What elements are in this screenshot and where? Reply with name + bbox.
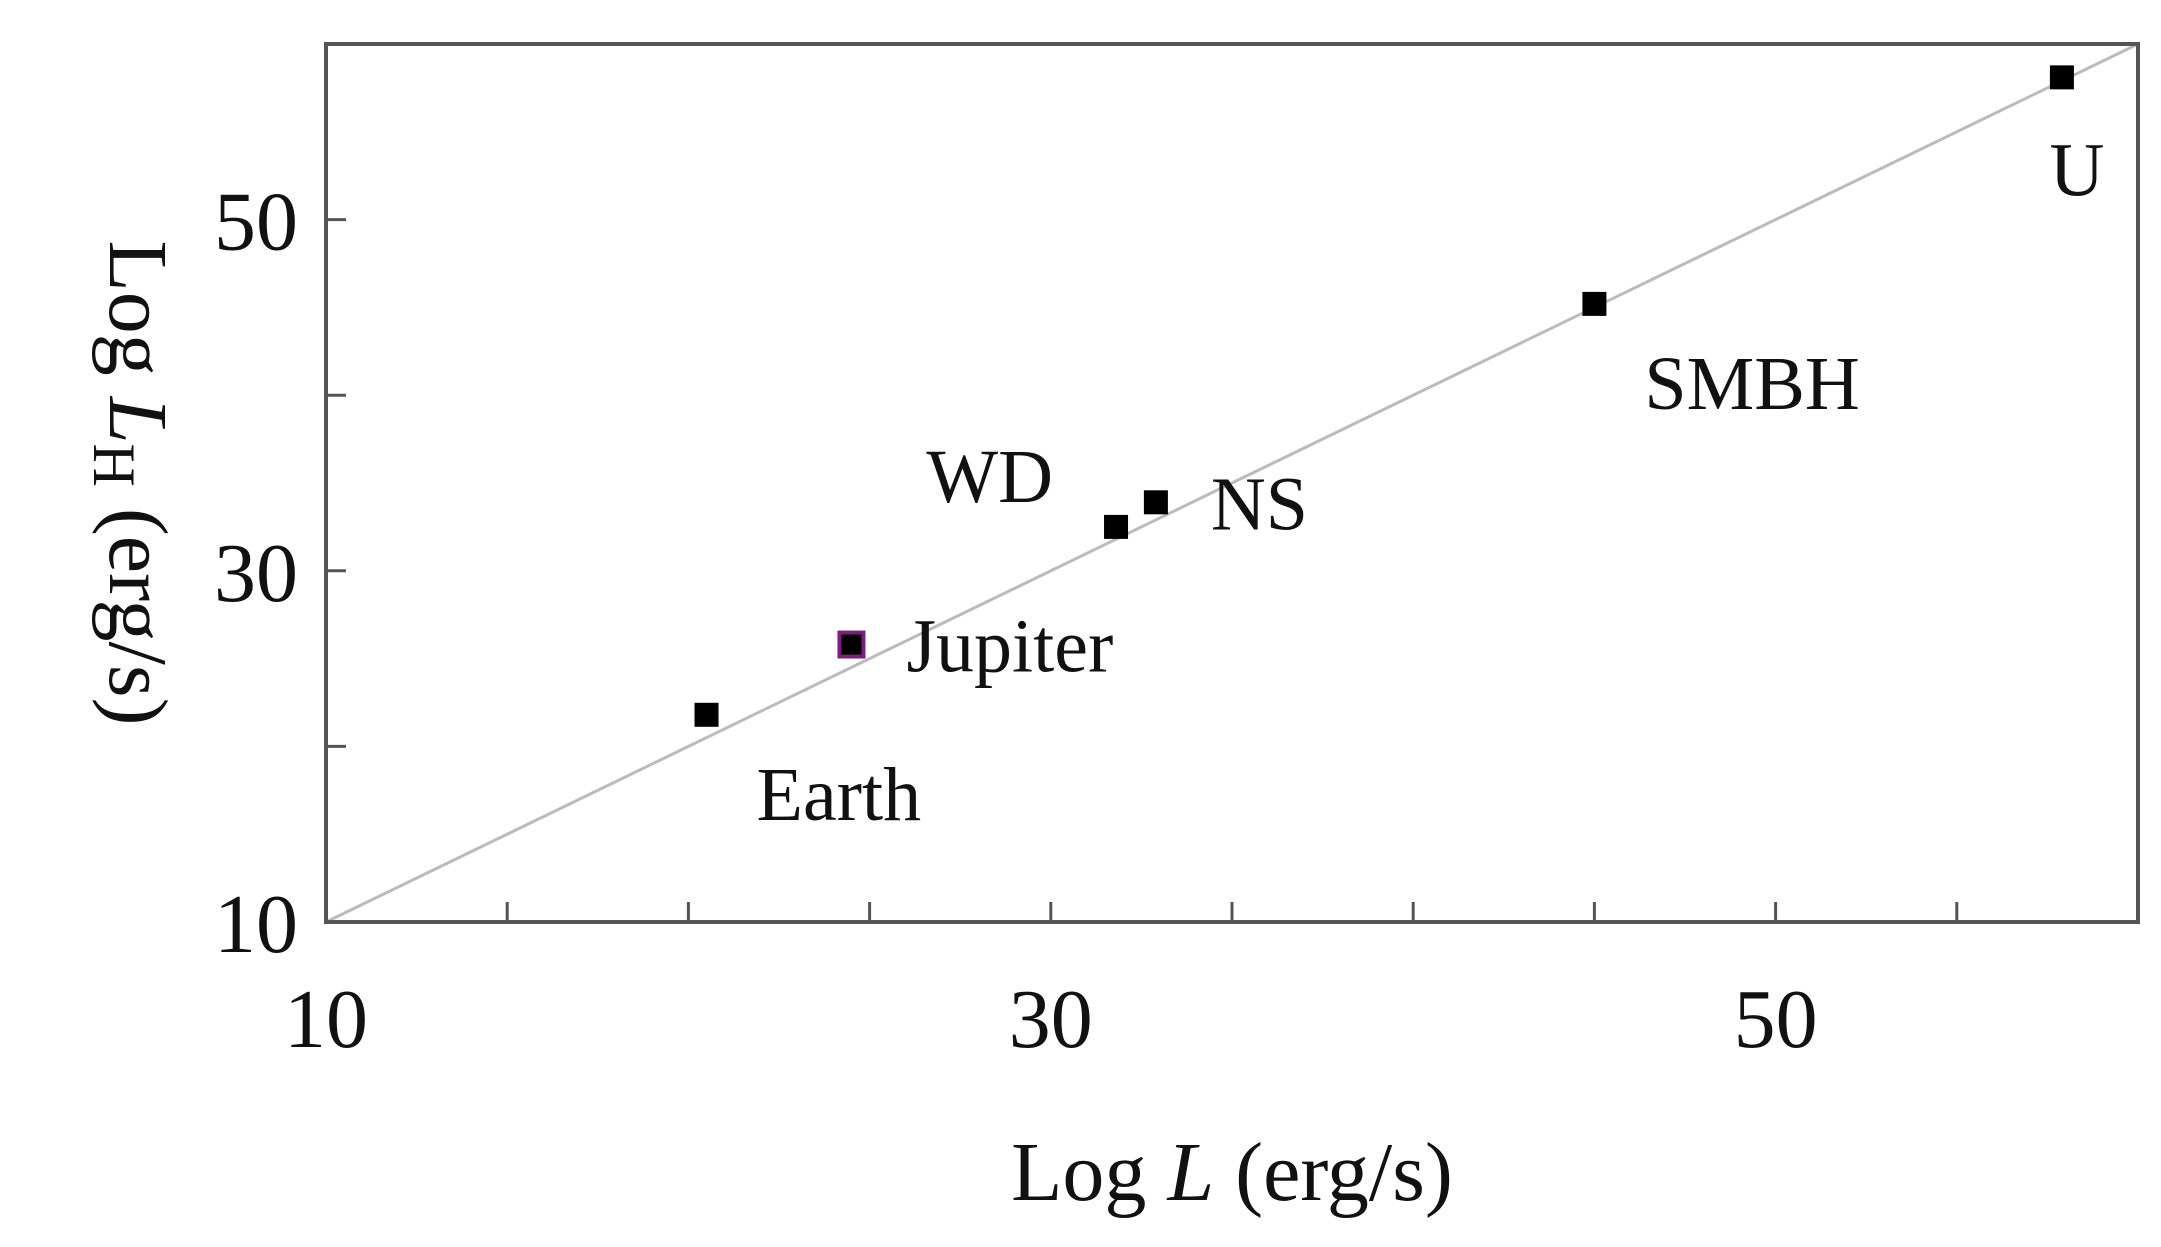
y-axis-title: Log LH (erg/s) — [81, 240, 184, 725]
data-point-ns — [1143, 490, 1168, 515]
data-point-jupiter — [837, 630, 866, 659]
data-point-u — [2049, 65, 2074, 90]
y-tick-label: 50 — [214, 176, 298, 269]
y-tick-label: 10 — [214, 878, 298, 971]
axis-ticks: 10 30 50 10 30 50 — [214, 176, 1959, 1066]
point-label-wd: WD — [926, 435, 1053, 519]
x-tick-label: 50 — [1734, 973, 1818, 1066]
x-axis-title: Log L (erg/s) — [1011, 1126, 1453, 1219]
reference-line — [325, 42, 2139, 924]
reference-line-layer — [325, 42, 2139, 924]
point-labels: Earth Jupiter WD NS SMBH U — [757, 128, 2105, 836]
x-tick-label: 10 — [284, 973, 368, 1066]
x-tick-label: 30 — [1009, 973, 1093, 1066]
point-label-smbh: SMBH — [1644, 342, 1859, 426]
data-point-smbh — [1582, 291, 1607, 316]
data-point-earth — [694, 702, 719, 727]
data-points — [694, 65, 2074, 727]
y-tick-label: 30 — [214, 527, 298, 620]
point-label-earth: Earth — [757, 753, 922, 837]
point-label-jupiter: Jupiter — [906, 605, 1113, 689]
point-label-ns: NS — [1211, 462, 1308, 546]
point-label-u: U — [2049, 128, 2104, 212]
data-point-wd — [1104, 514, 1129, 539]
